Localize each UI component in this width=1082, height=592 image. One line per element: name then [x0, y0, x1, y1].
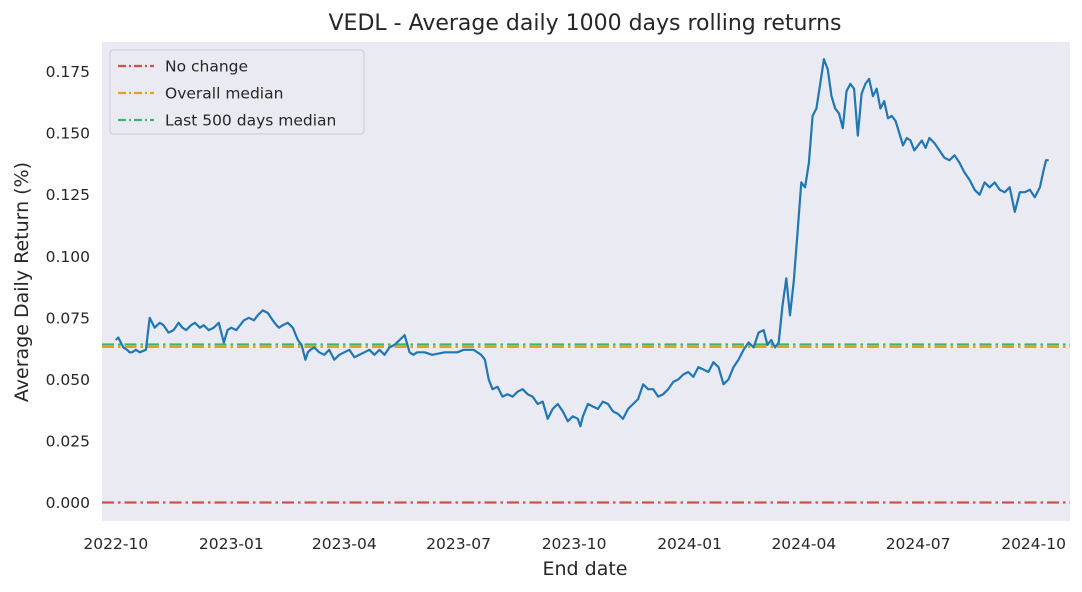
- x-tick-label: 2022-10: [83, 535, 148, 553]
- y-tick-label: 0.125: [46, 186, 90, 204]
- x-tick-label: 2024-07: [886, 535, 951, 553]
- legend-box: [109, 49, 365, 135]
- legend-label: Overall median: [165, 85, 283, 103]
- y-tick-label: 0.100: [46, 248, 90, 266]
- x-tick-label: 2024-01: [657, 535, 722, 553]
- y-tick-label: 0.075: [46, 309, 90, 327]
- y-tick-label: 0.150: [46, 125, 90, 143]
- x-tick-label: 2023-10: [542, 535, 607, 553]
- reference-lines: [102, 343, 1070, 504]
- chart-title: VEDL - Average daily 1000 days rolling r…: [329, 11, 842, 36]
- series-group: [115, 58, 1049, 428]
- x-tick-label: 2024-10: [1001, 535, 1066, 553]
- y-tick-label: 0.175: [46, 63, 90, 81]
- y-tick-label: 0.050: [46, 371, 90, 389]
- legend-label: Last 500 days median: [165, 112, 336, 130]
- y-axis-label: Average Daily Return (%): [11, 162, 33, 402]
- series-line: [115, 58, 1049, 428]
- y-axis-ticks: 0.000 0.025 0.050 0.075 0.100 0.125 0.150 0.175: [46, 63, 90, 512]
- x-tick-label: 2024-04: [771, 535, 836, 553]
- x-tick-label: 2023-01: [199, 535, 264, 553]
- x-axis-label: End date: [543, 558, 628, 580]
- x-tick-label: 2023-07: [426, 535, 491, 553]
- x-tick-label: 2023-04: [312, 535, 377, 553]
- x-axis-ticks: 2022-10 2023-01 2023-04 2023-07 2023-10 2024-…: [83, 535, 1066, 553]
- legend-label: No change: [165, 58, 248, 76]
- y-tick-label: 0.000: [46, 494, 90, 512]
- y-tick-label: 0.025: [46, 432, 90, 450]
- legend: No change Overall median Last 500 days med…: [109, 49, 365, 135]
